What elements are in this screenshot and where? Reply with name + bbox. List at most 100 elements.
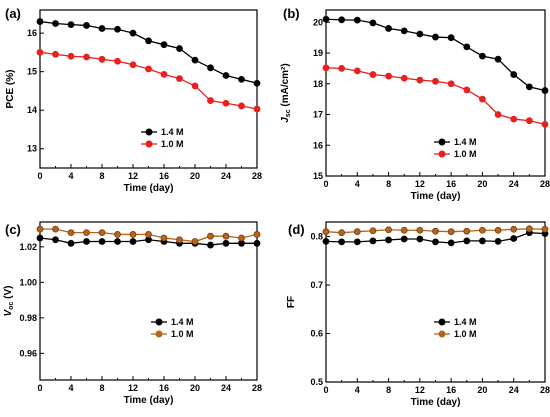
data-point (510, 235, 518, 242)
series-2 (36, 48, 261, 113)
x-tick-label: 8 (99, 383, 104, 393)
y-tick-label: 0.6 (310, 329, 323, 339)
data-point (479, 95, 486, 103)
legend-label: 1.4 M (454, 137, 477, 147)
x-tick-label: 16 (159, 383, 169, 393)
x-tick-label: 20 (190, 171, 200, 181)
data-point (98, 25, 106, 32)
data-point (98, 229, 106, 237)
panel-label: (c) (5, 222, 21, 237)
x-tick-label: 16 (446, 179, 456, 189)
x-tick-label: 24 (509, 179, 519, 189)
data-point (385, 236, 392, 244)
data-point (36, 225, 44, 233)
y-tick-label: 15 (27, 67, 37, 77)
data-point (176, 236, 183, 244)
data-point (52, 20, 59, 27)
y-tick-label: 1.00 (19, 277, 37, 287)
data-point (67, 21, 75, 29)
y-axis-label: Jsc (mA/cm²) (280, 63, 292, 122)
data-point (432, 33, 439, 41)
data-point (369, 71, 377, 78)
x-tick-label: 12 (415, 385, 425, 395)
series-1 (322, 229, 549, 247)
data-point (98, 238, 106, 245)
data-point (52, 50, 59, 58)
x-tick-label: 8 (99, 171, 104, 181)
data-point (67, 229, 75, 237)
data-point (160, 41, 168, 49)
data-point (463, 237, 471, 245)
y-tick-label: 18 (313, 79, 323, 89)
x-tick-label: 20 (477, 385, 487, 395)
x-axis-label: Time (day) (411, 191, 461, 202)
data-point (129, 29, 137, 37)
data-point (238, 234, 245, 242)
x-tick-label: 0 (37, 171, 42, 181)
y-tick-label: 17 (313, 110, 323, 120)
data-point (510, 115, 518, 123)
data-point (525, 117, 533, 125)
series-2 (322, 225, 549, 237)
data-point (416, 235, 424, 243)
data-point (369, 19, 377, 27)
data-point (400, 235, 408, 243)
data-point (83, 238, 90, 245)
series-1 (36, 234, 261, 249)
series-2 (36, 225, 261, 245)
y-tick-label: 0.98 (19, 313, 37, 323)
data-point (525, 83, 533, 91)
legend: 1.4 M 1.0 M (141, 127, 184, 149)
data-point (253, 231, 261, 238)
legend-label: 1.0 M (161, 139, 184, 149)
data-point (400, 226, 408, 234)
legend-swatch-marker (438, 318, 446, 326)
data-point (541, 87, 549, 94)
legend-swatch-marker (438, 330, 446, 338)
data-point (191, 56, 199, 64)
data-point (36, 18, 44, 25)
panel-b: (b) 0 4 8 12 16 20 24 28 15 16 17 18 19 20 Time (day) Js… (280, 6, 550, 202)
data-point (385, 72, 392, 80)
data-point (129, 61, 137, 69)
data-point (463, 227, 471, 235)
data-point (52, 236, 59, 244)
x-tick-label: 12 (128, 383, 138, 393)
x-tick-label: 4 (355, 179, 360, 189)
data-point (353, 67, 361, 75)
x-tick-label: 8 (386, 385, 391, 395)
data-point (67, 52, 75, 60)
legend-swatch-marker (145, 128, 153, 136)
y-tick-label: 0.8 (310, 232, 323, 242)
panel-a: (a) 0 4 8 12 16 20 24 28 13 14 15 16 Time (day) PCE (%… (5, 6, 262, 194)
data-point (353, 228, 361, 236)
data-point (479, 226, 486, 234)
data-point (416, 30, 424, 38)
data-point (322, 15, 330, 23)
y-tick-label: 14 (27, 105, 37, 115)
data-point (369, 227, 377, 235)
data-point (494, 237, 502, 245)
data-point (447, 34, 455, 42)
panel-d: (d) 0 4 8 12 16 20 24 28 0.5 0.6 0.7 0.8 Time (day) FF… (286, 221, 550, 408)
legend-label: 1.4 M (454, 317, 477, 327)
legend-label: 1.4 M (171, 317, 194, 327)
data-point (67, 239, 75, 247)
data-point (160, 70, 168, 78)
x-tick-label: 4 (68, 383, 73, 393)
data-point (322, 228, 330, 236)
data-point (207, 97, 214, 104)
x-tick-label: 20 (477, 179, 487, 189)
x-tick-label: 28 (540, 385, 550, 395)
data-point (222, 232, 230, 240)
series-1 (36, 18, 261, 87)
data-point (52, 225, 59, 233)
x-tick-label: 24 (221, 383, 231, 393)
x-axis-label: Time (day) (411, 397, 461, 408)
data-point (510, 225, 518, 233)
data-point (447, 239, 455, 247)
legend-label: 1.4 M (161, 127, 184, 137)
legend: 1.4 M 1.0 M (434, 317, 477, 339)
data-point (385, 226, 392, 234)
